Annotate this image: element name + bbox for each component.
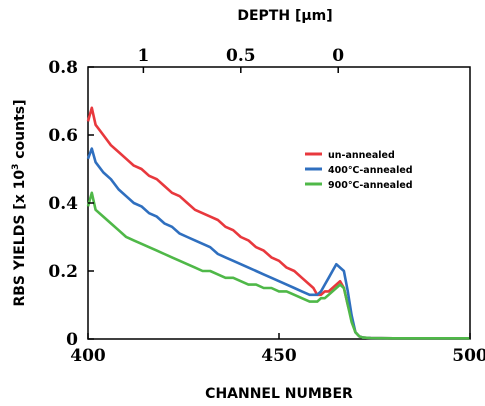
legend: un-annealed 400℃-annealed 900℃-annealed xyxy=(305,150,413,191)
top-axis-title: DEPTH [μm] xyxy=(237,8,332,24)
x-tick-label-2: 500 xyxy=(452,346,485,366)
y-axis-title: RBS YIELDS [x 103 counts] xyxy=(11,99,28,306)
top-tick-label-0: 1 xyxy=(137,46,149,66)
top-tick-label-1: 0.5 xyxy=(226,46,256,66)
plot-frame xyxy=(87,66,471,340)
x-tick-label-0: 400 xyxy=(70,346,106,366)
x-axis-title: CHANNEL NUMBER xyxy=(205,386,353,402)
y-tick-label-4: 0.8 xyxy=(48,58,78,78)
y-tick-label-2: 0.4 xyxy=(48,194,78,214)
y-tick-label-1: 0.2 xyxy=(48,262,78,282)
series-line-1 xyxy=(86,147,470,340)
legend-label-un-annealed: un-annealed xyxy=(328,150,395,161)
series-layer xyxy=(86,106,470,340)
top-tick-label-2: 0 xyxy=(332,46,344,66)
series-line-2 xyxy=(86,191,470,340)
y-tick-label-0: 0 xyxy=(66,330,78,350)
ticks-layer: 400 450 500 0 0.2 0.4 0.6 0.8 1 0.5 0 xyxy=(48,46,485,366)
legend-label-900c: 900℃-annealed xyxy=(328,180,413,191)
legend-label-400c: 400℃-annealed xyxy=(328,165,413,176)
y-tick-label-3: 0.6 xyxy=(48,126,78,146)
x-tick-label-1: 450 xyxy=(261,346,297,366)
series-line-0 xyxy=(86,106,470,340)
